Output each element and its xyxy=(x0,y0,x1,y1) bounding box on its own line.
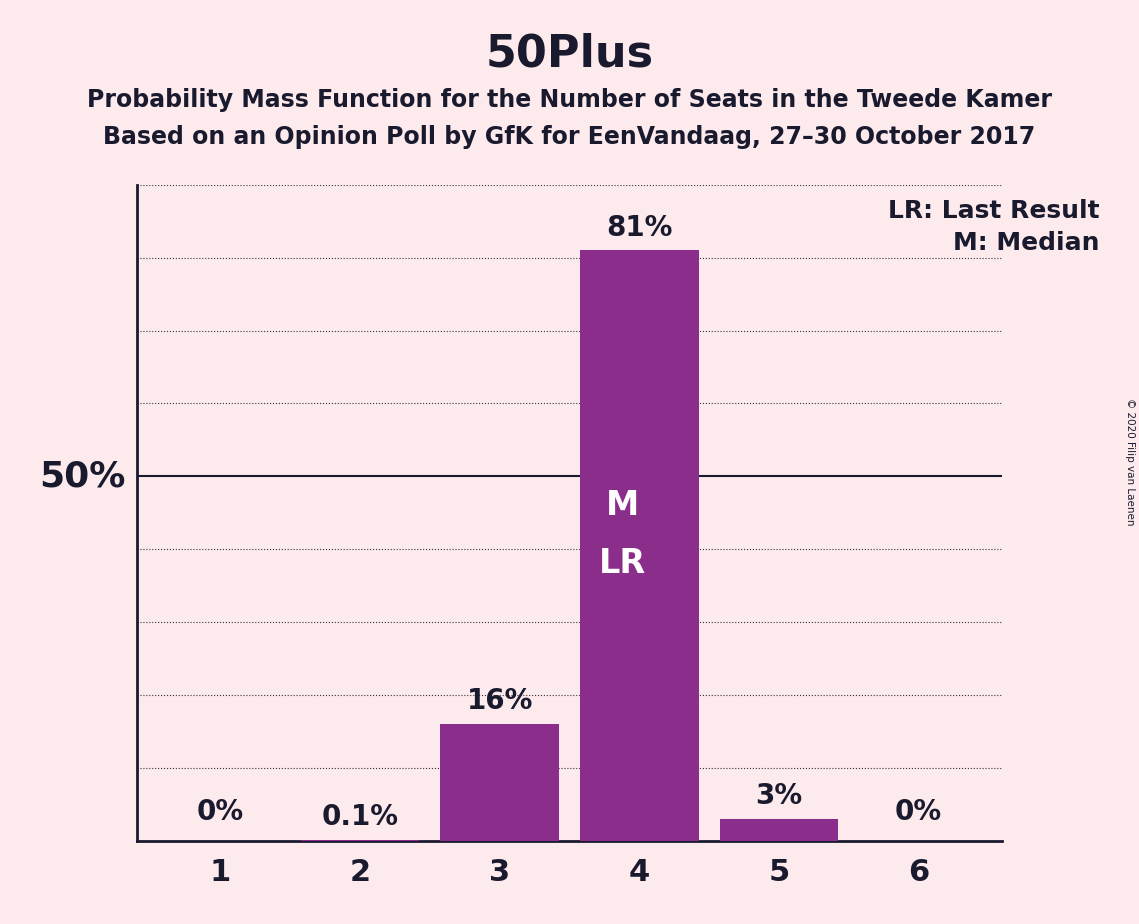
Text: M: Median: M: Median xyxy=(952,231,1099,255)
Text: Based on an Opinion Poll by GfK for EenVandaag, 27–30 October 2017: Based on an Opinion Poll by GfK for EenV… xyxy=(104,125,1035,149)
Text: 50Plus: 50Plus xyxy=(485,32,654,76)
Text: LR: LR xyxy=(599,547,646,580)
Text: 0%: 0% xyxy=(197,798,244,826)
Text: © 2020 Filip van Laenen: © 2020 Filip van Laenen xyxy=(1125,398,1134,526)
Text: LR: Last Result: LR: Last Result xyxy=(887,199,1099,223)
Text: 0.1%: 0.1% xyxy=(321,803,399,832)
Text: Probability Mass Function for the Number of Seats in the Tweede Kamer: Probability Mass Function for the Number… xyxy=(87,88,1052,112)
Bar xyxy=(441,724,559,841)
Text: M: M xyxy=(606,489,639,522)
Text: 0%: 0% xyxy=(895,798,942,826)
Text: 16%: 16% xyxy=(467,687,533,715)
Bar xyxy=(580,250,698,841)
Bar xyxy=(720,819,838,841)
Text: 81%: 81% xyxy=(606,213,672,242)
Text: 3%: 3% xyxy=(755,783,803,810)
Text: 50%: 50% xyxy=(39,459,125,493)
